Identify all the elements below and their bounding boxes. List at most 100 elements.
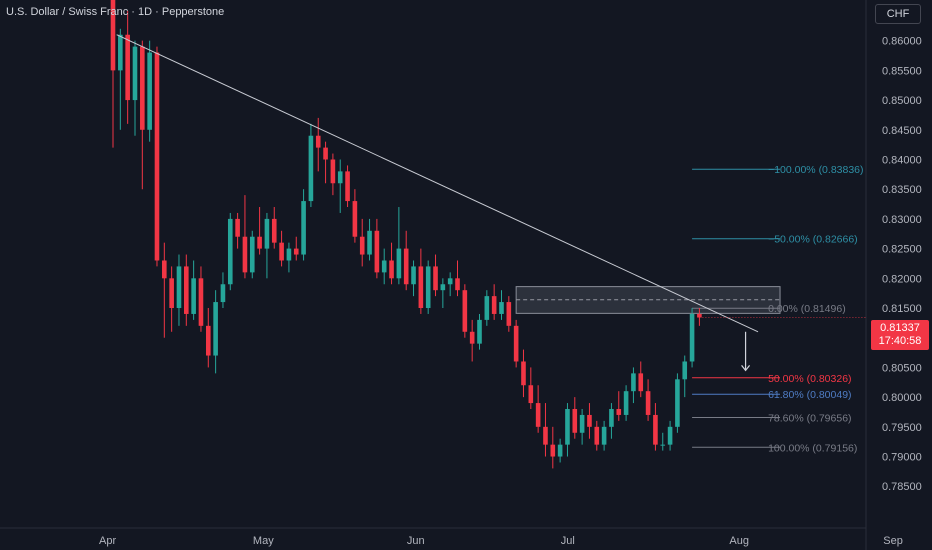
candle-body [374,230,380,273]
candle-body [418,266,424,309]
candle-body [653,414,658,445]
candle-body [191,278,196,314]
fib-level-label: 61.80% (0.80049) [768,389,851,401]
candle-body [594,426,600,445]
candle-body [162,260,167,279]
down-arrow-head [741,365,751,372]
candle-body [565,409,570,445]
candle-body [623,391,629,415]
time-tick-label: Jul [561,535,575,547]
price-tick-label: 0.85000 [882,95,922,107]
price-tick-label: 0.78500 [882,481,922,493]
fib-level-label: 100.00% (0.79156) [768,442,857,454]
candle-body [425,266,431,309]
candle-body [682,361,688,380]
currency-button[interactable]: CHF [875,4,921,24]
candle-body [675,379,680,427]
candle-body [184,266,189,314]
price-tick-label: 0.83500 [882,184,922,196]
candle-body [638,373,644,392]
candle-body [381,260,387,273]
fib-level-label: −50.00% (0.82666) [768,234,858,246]
candle-body [118,34,123,71]
candle-body [645,391,651,415]
candle-body [631,373,636,392]
candle-body [667,426,673,445]
fib-level-label: 50.00% (0.80326) [768,373,851,385]
candle-body [227,218,233,285]
time-tick-label: Sep [883,535,903,547]
candle-body [477,319,482,344]
price-tick-label: 0.83000 [882,214,922,226]
candle-body [235,218,240,237]
price-tick-label: 0.84500 [882,125,922,137]
price-tick-label: 0.81500 [882,303,922,315]
candle-body [440,284,446,291]
fib-level-label: 0.00% (0.81496) [768,303,846,315]
candle-body [389,260,394,279]
candle-body [462,290,468,332]
candle-body [689,313,695,362]
candle-body [396,248,402,279]
last-price: 0.81337 [880,322,920,334]
candle-body [499,302,504,314]
candle-body [513,325,519,362]
time-tick-label: May [253,535,274,547]
price-tick-label: 0.80000 [882,392,922,404]
candle-body [469,331,475,344]
candle-body [557,444,563,457]
candle-body [433,266,438,291]
candle-body [301,201,306,255]
candle-body [528,385,534,404]
candle-body [521,361,526,386]
candle-body [550,444,556,457]
candle-body [279,242,284,261]
candle-body [286,248,292,261]
candle-body [506,302,512,326]
candle-body [198,278,204,326]
candle-body [609,409,614,427]
candle-body [587,414,592,427]
fib-level-label: 78.60% (0.79656) [768,413,851,425]
candle-body [242,236,248,273]
candle-body [491,296,497,314]
candle-body [264,218,270,249]
candle-body [352,201,358,237]
price-tick-label: 0.82500 [882,244,922,256]
candle-body [257,236,262,249]
time-tick-label: Aug [729,535,749,547]
candle-body [455,278,460,291]
candle-body [601,426,607,445]
fib-level-label: −100.00% (0.83836) [768,164,863,176]
time-tick-label: Jun [407,535,425,547]
candle-body [337,171,343,184]
candle-body [616,409,622,415]
candle-body [411,266,416,285]
candle-body [169,278,174,309]
price-tick-label: 0.86000 [882,36,922,48]
candle-body [147,52,152,130]
candle-body [176,266,182,309]
candle-body [323,147,328,160]
price-tick-label: 0.79500 [882,422,922,434]
candle-body [110,0,116,71]
chart-title: U.S. Dollar / Swiss Franc · 1D · Peppers… [6,6,225,18]
candle-body [367,230,372,255]
candle-body [579,414,585,433]
candle-body [403,248,409,285]
descending-trendline [116,34,759,333]
candle-body [543,426,548,445]
candle-body [293,248,299,255]
candle-body [308,135,314,202]
candle-body [140,46,145,130]
time-tick-label: Apr [99,535,116,547]
candle-body [359,236,365,255]
candle-body [572,409,578,433]
bar-countdown: 17:40:58 [878,335,922,347]
candle-body [697,313,702,318]
candle-body [213,302,218,356]
candle-body [330,159,336,184]
price-tick-label: 0.79000 [882,452,922,464]
